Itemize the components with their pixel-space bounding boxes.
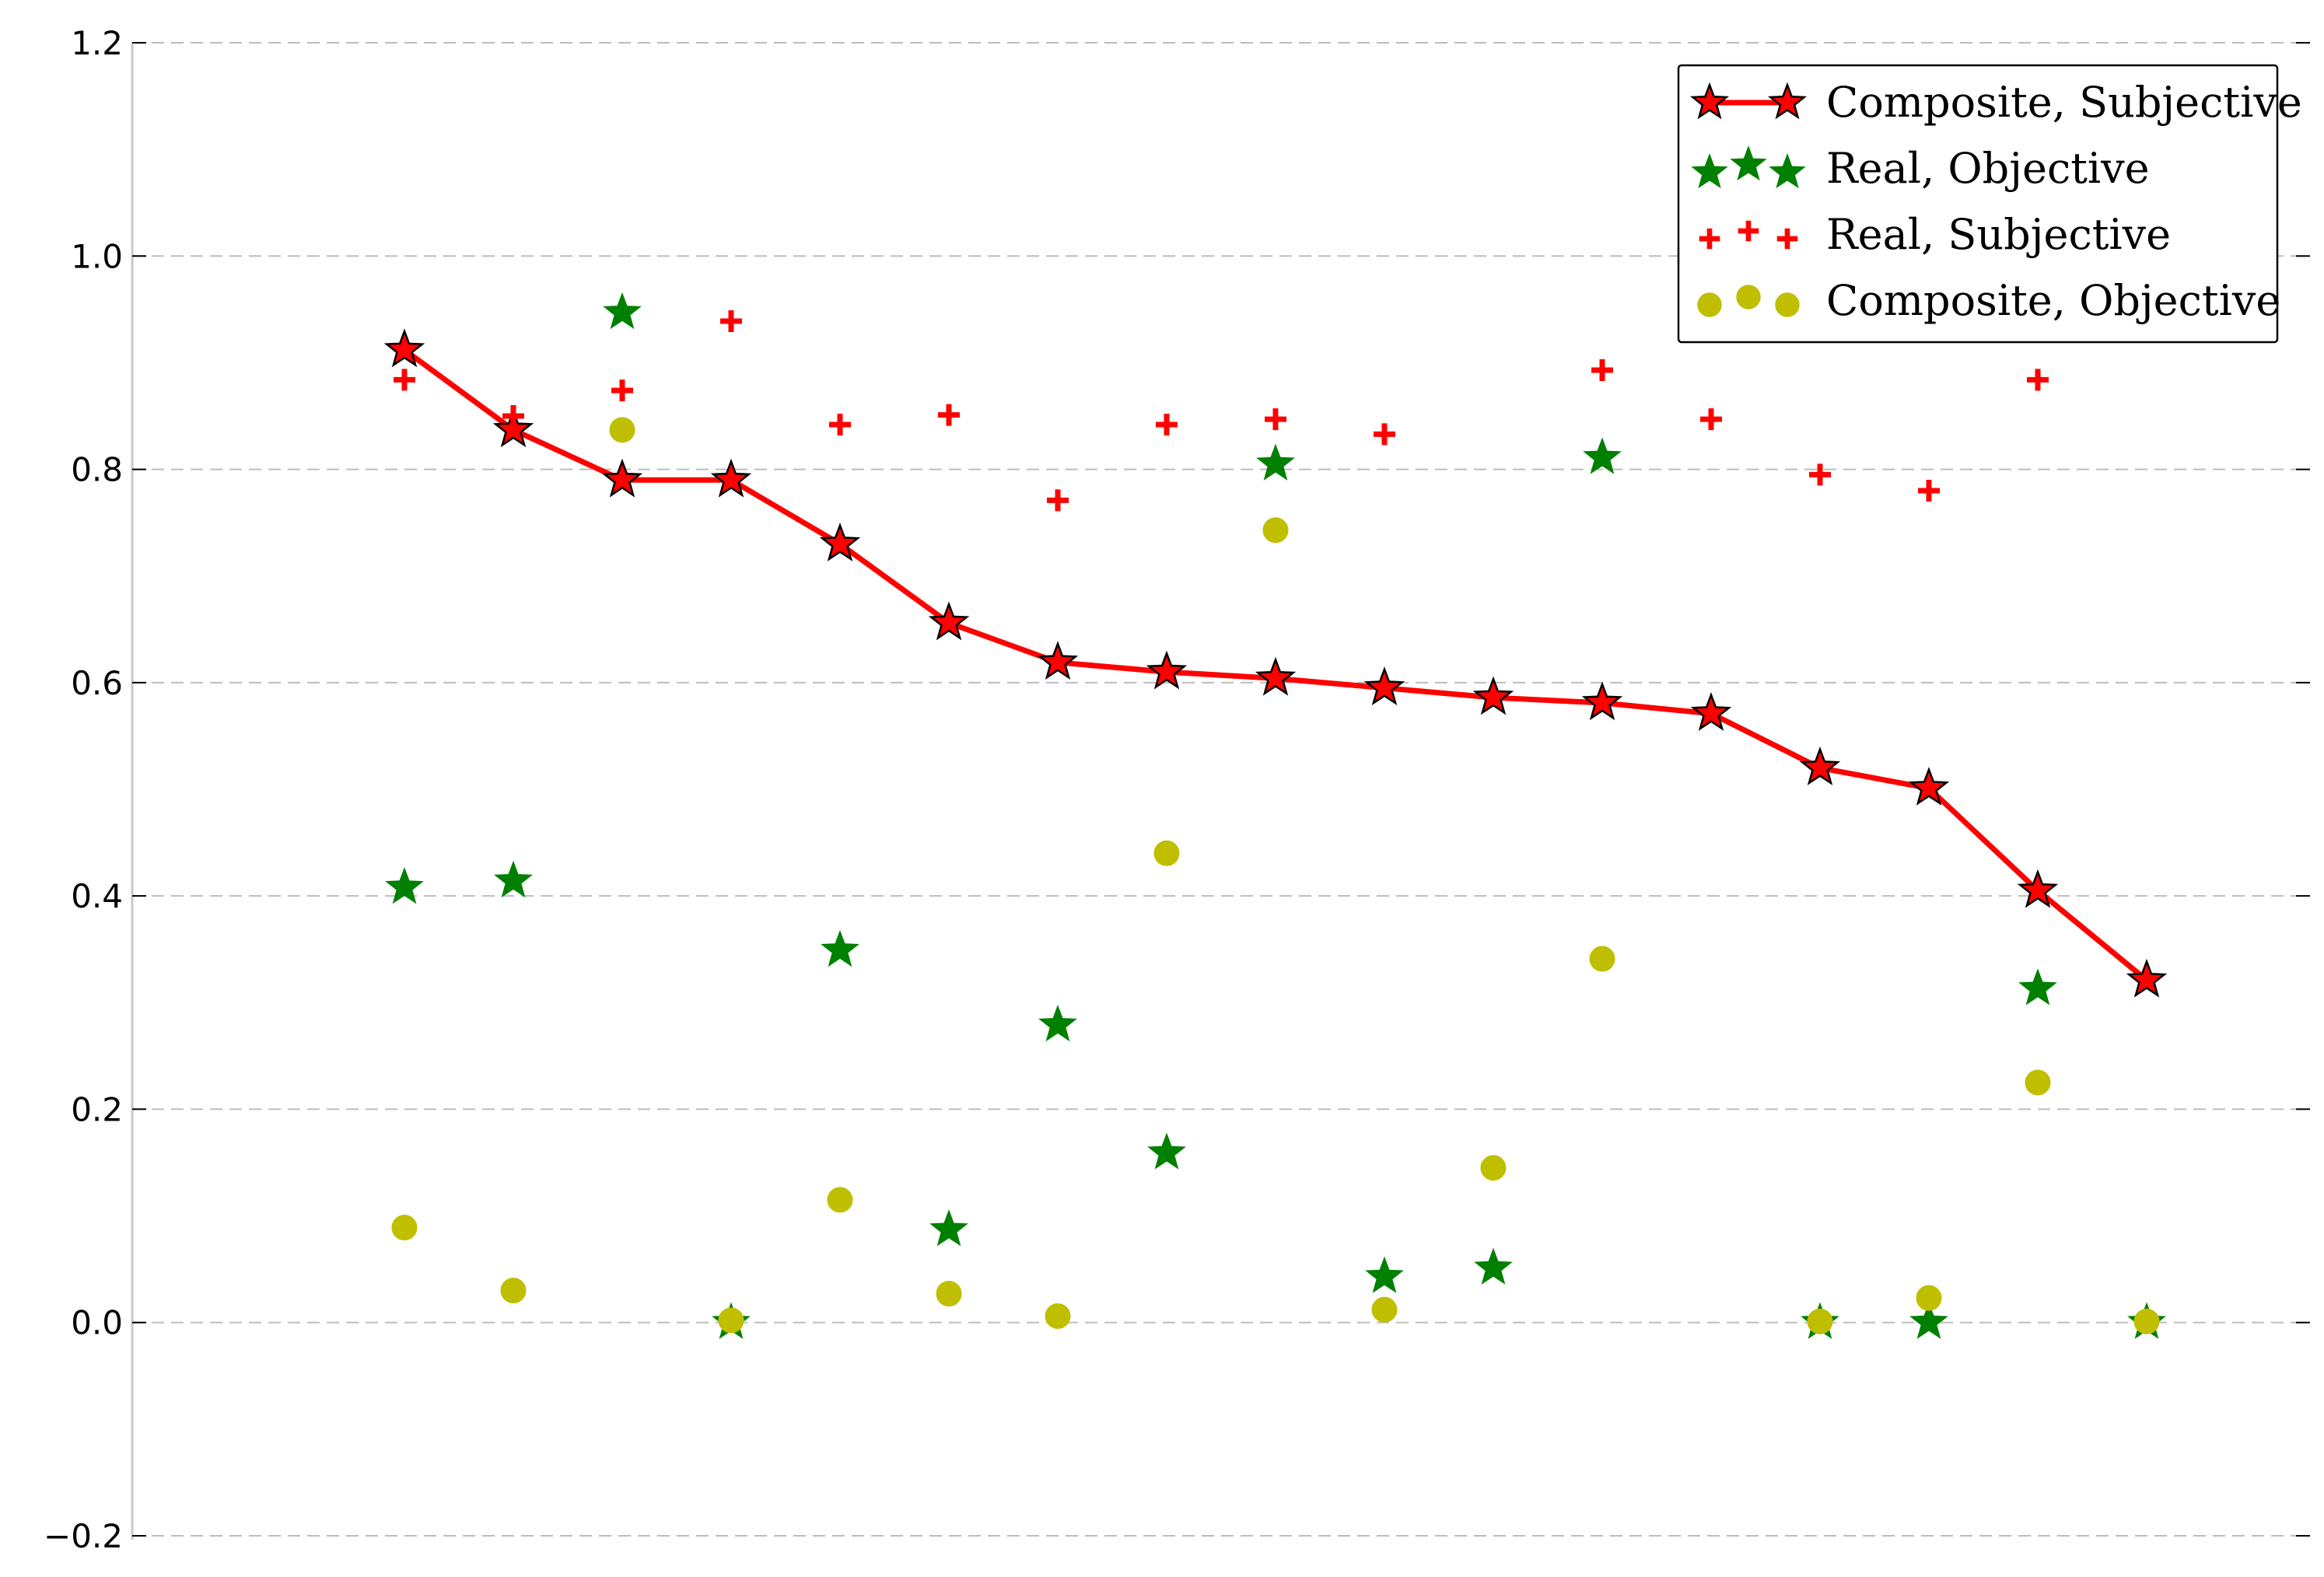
data-point [383,328,425,368]
data-point [494,860,533,898]
data-point [502,405,524,427]
data-point [1371,1296,1398,1323]
data-point [1047,489,1069,512]
data-point [1147,1132,1186,1170]
data-point [1255,656,1297,696]
data-point [2018,968,2057,1005]
data-point [609,417,635,443]
y-tick-label: 1.2 [71,24,123,62]
data-point [1265,408,1286,431]
y-tick-label: 0.6 [71,664,123,702]
data-point [1807,1308,1833,1334]
legend-marker [1767,82,1808,120]
data-point [1690,692,1732,731]
data-point [1583,437,1622,474]
legend-marker [1775,292,1800,317]
series-3 [394,309,2049,512]
legend-marker [1769,153,1806,189]
legend-entry: Composite, Objective [1697,276,2280,325]
series-2 [385,292,2166,1339]
y-tick-label: −0.2 [44,1517,123,1555]
legend-marker [1689,82,1730,120]
plot-area [383,292,2168,1339]
data-point [938,404,960,426]
legend-marker [1776,228,1798,250]
legend-label: Composite, Subjective [1826,78,2302,127]
data-point [936,1281,962,1307]
legend-label: Real, Subjective [1826,210,2171,259]
legend-marker [1730,145,1767,181]
data-point [1480,1155,1507,1181]
y-tick-label: 0.4 [71,877,123,915]
legend-marker [1699,228,1720,250]
data-point [601,458,643,498]
data-point [1700,408,1722,431]
data-point [1918,480,1940,502]
data-point [2017,869,2059,908]
data-point [603,292,642,330]
data-point [1589,946,1615,972]
data-point [819,522,861,561]
data-point [1045,1303,1071,1329]
y-tick-label: 0.2 [71,1090,123,1128]
data-point [1591,359,1613,382]
legend-marker [1738,220,1759,242]
data-point [1256,443,1295,481]
data-point [1156,413,1178,435]
data-point [929,1209,968,1247]
data-point [710,458,752,498]
data-point [1374,423,1395,446]
legend: Composite, Subjective Real, Objective Real… [1677,64,2302,344]
data-point [2126,958,2168,998]
data-point [1916,1285,1942,1311]
data-point [1037,641,1079,680]
data-point [720,309,742,332]
data-point [821,929,859,967]
data-point [827,1187,853,1213]
data-point [391,1215,418,1241]
data-point [385,867,424,904]
legend-marker [1697,292,1722,317]
legend-marker [1691,153,1728,189]
data-point [1474,1247,1513,1285]
legend-label: Composite, Objective [1826,276,2280,325]
data-point [1472,676,1514,715]
data-point [1038,1004,1077,1042]
legend-box [1677,64,2279,344]
data-point [1262,517,1289,544]
data-point [500,1278,527,1304]
data-point [1908,767,1950,806]
legend-label: Real, Objective [1826,144,2150,193]
legend-entry: Composite, Subjective [1689,78,2302,127]
legend-entry: Real, Subjective [1699,210,2171,259]
data-point [829,413,851,435]
data-point [1909,1302,1948,1339]
data-point [1809,463,1831,486]
data-point [1153,840,1180,866]
data-point [492,408,534,448]
data-point [2025,1069,2051,1096]
y-tick-label: 0.8 [71,451,123,489]
data-point [1363,666,1405,706]
data-point [2027,369,2049,391]
data-point [1799,746,1841,785]
data-point [1146,650,1188,690]
series-1 [383,328,2168,998]
y-tick-label: 1.0 [71,237,123,275]
legend-marker [1736,285,1761,309]
data-point [718,1307,744,1334]
axes: −0.2 0.0 0.2 0.4 0.6 0.8 1.0 1.2 [44,24,2310,1555]
data-point [611,379,633,402]
data-point [1365,1256,1404,1293]
data-point [1581,681,1623,721]
y-tick-label: 0.0 [71,1304,123,1342]
data-point [928,601,970,641]
legend-entry: Real, Objective [1691,144,2150,193]
data-point [394,369,415,391]
series-4 [391,417,2160,1334]
data-point [2133,1308,2160,1334]
